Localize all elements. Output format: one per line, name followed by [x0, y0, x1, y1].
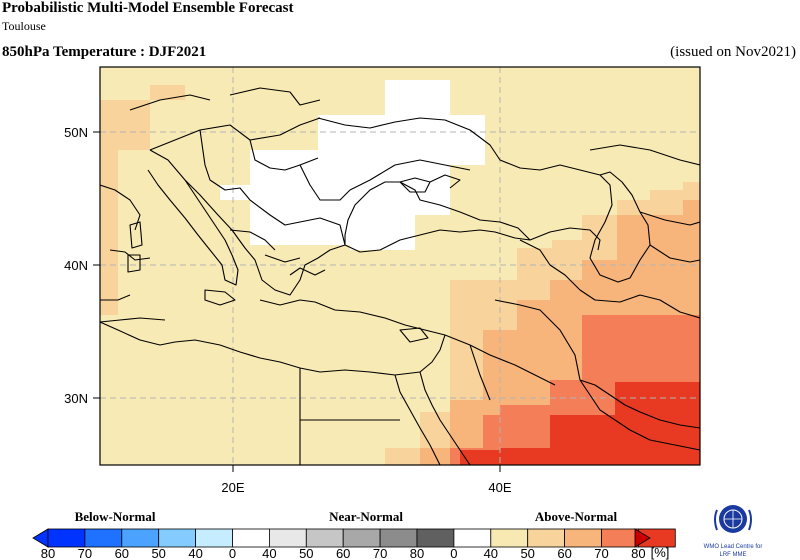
wmo-logo — [714, 505, 752, 533]
lat-label-40n: 40N — [64, 258, 88, 273]
lon-label-40e: 40E — [488, 480, 511, 495]
legend-tick-label: 60 — [557, 546, 571, 560]
legend-cell — [453, 528, 492, 548]
axis-ticks — [93, 131, 501, 472]
legend-tick-label: 70 — [373, 546, 387, 560]
lon-label-20e: 20E — [221, 480, 244, 495]
legend-cell — [342, 528, 381, 548]
legend-unit: [%] — [651, 545, 670, 560]
legend-tick-label: 80 — [41, 546, 55, 560]
legend-tick-label: 40 — [188, 546, 202, 560]
legend-tick-labels: 80 70 60 50 40 0 40 50 60 70 80 0 40 50 60 70 80 — [41, 546, 646, 560]
legend-tick-label: 50 — [520, 546, 534, 560]
map-subtitle: Toulouse — [2, 19, 46, 33]
legend-cell — [268, 528, 307, 548]
legend-cell — [601, 528, 639, 548]
lat-label-50n: 50N — [64, 125, 88, 140]
legend-cell — [527, 528, 566, 548]
legend-cell — [121, 528, 160, 548]
legend-cell — [232, 528, 270, 548]
above-normal-40-region-west — [100, 85, 185, 315]
above-normal-70-region — [460, 382, 700, 465]
legend-tick-label: 60 — [115, 546, 129, 560]
map-frame — [99, 66, 701, 466]
legend-arrow-left — [32, 528, 49, 548]
legend-tick-label: 40 — [262, 546, 276, 560]
legend-tick-label: 70 — [594, 546, 608, 560]
legend-colorbar — [32, 528, 676, 548]
lat-label-30n: 30N — [64, 391, 88, 406]
legend-below-normal-label: Below-Normal — [75, 509, 156, 524]
logo-text-line2: LRF MME — [720, 552, 747, 558]
legend-near-normal-label: Near-Normal — [329, 509, 403, 524]
legend-cell — [416, 528, 455, 548]
legend-tick-label: 40 — [484, 546, 498, 560]
variable-label: 850hPa Temperature : DJF2021 — [2, 44, 207, 60]
legend-tick-label: 50 — [299, 546, 313, 560]
logo-text-line1: WMO Lead Centre for — [704, 544, 763, 550]
legend-cell — [305, 528, 344, 548]
coastlines-borders — [100, 87, 700, 465]
legend-cell — [379, 528, 418, 548]
legend-tick-label: 70 — [78, 546, 92, 560]
legend-cell — [490, 528, 529, 548]
legend-arrow-right — [634, 528, 651, 548]
issued-date: (issued on Nov2021) — [670, 44, 796, 60]
near-normal-white-region — [220, 80, 485, 250]
legend-tick-label: 50 — [151, 546, 165, 560]
legend-tick-label: 60 — [336, 546, 350, 560]
legend-cell — [195, 528, 233, 548]
legend-above-normal-label: Above-Normal — [535, 509, 618, 524]
legend-tick-label: 80 — [631, 546, 645, 560]
legend-tick-label: 0 — [450, 546, 457, 560]
legend-cell — [47, 528, 86, 548]
legend-cell — [564, 528, 602, 548]
graticule — [100, 67, 700, 465]
legend-tick-label: 0 — [229, 546, 236, 560]
legend-cell — [84, 528, 123, 548]
legend-tick-label: 80 — [410, 546, 424, 560]
legend-cell — [158, 528, 196, 548]
map-title: Probabilistic Multi-Model Ensemble Forec… — [2, 0, 294, 16]
